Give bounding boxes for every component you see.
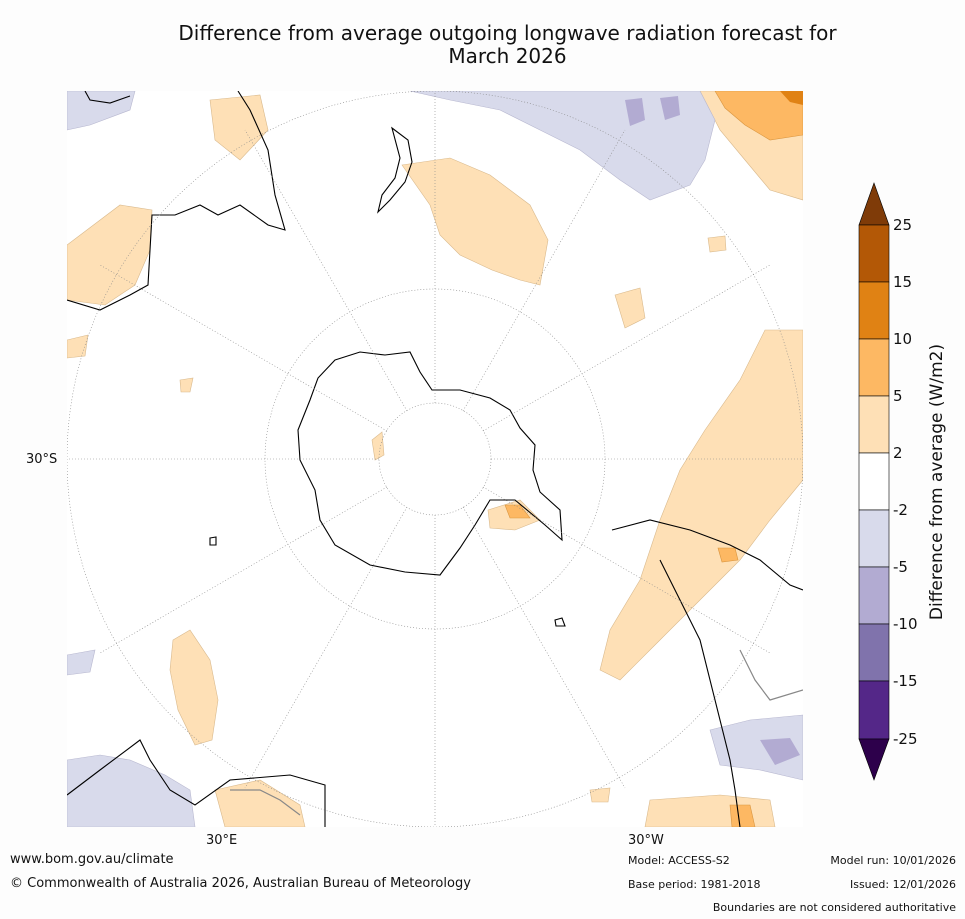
anomaly-region-sw-indian bbox=[67, 649, 96, 676]
graticule-meridians bbox=[67, 91, 803, 827]
colorbar-tick-minus5: -5 bbox=[893, 558, 908, 576]
anomaly-region-south-america-strong bbox=[717, 547, 739, 563]
coastlines bbox=[67, 91, 803, 827]
anomaly-region-north-pacific-strong bbox=[714, 91, 803, 141]
anomaly-region-south-africa bbox=[214, 779, 306, 827]
anomaly-region-small-5 bbox=[589, 787, 611, 803]
coastline-australia bbox=[67, 91, 286, 311]
title-line-1: Difference from average outgoing longwav… bbox=[178, 21, 837, 45]
moderate-negative-anomaly-regions bbox=[625, 96, 800, 765]
coastline-kerguelen bbox=[209, 536, 217, 546]
colorbar-tick-5: 5 bbox=[893, 387, 903, 405]
anomaly-region-small-1 bbox=[614, 287, 646, 329]
strong-positive-anomaly-regions bbox=[504, 91, 803, 827]
footer-copyright: © Commonwealth of Australia 2026, Austra… bbox=[10, 876, 471, 891]
anomaly-region-tasman bbox=[401, 157, 549, 286]
footer-model: Model: ACCESS-S2 bbox=[628, 854, 730, 867]
footer-issued: Issued: 12/01/2026 bbox=[849, 878, 956, 891]
anomaly-region-antarctic-strong bbox=[504, 504, 531, 519]
anomaly-region-northern-australia bbox=[209, 94, 269, 161]
colorbar-tick-minus2: -2 bbox=[893, 501, 908, 519]
lon-label-30w: 30°W bbox=[628, 833, 664, 848]
coastline-south-georgia bbox=[554, 617, 566, 627]
colorbar-tick-15: 15 bbox=[893, 273, 913, 291]
anomaly-region-indian-ocean-south bbox=[67, 754, 196, 827]
anomaly-region-pacific-patch-2 bbox=[660, 96, 680, 120]
lat-label-30s: 30°S bbox=[26, 452, 58, 467]
colorbar-tick-minus15: -15 bbox=[893, 672, 918, 690]
anomaly-region-kerguelen bbox=[371, 431, 385, 461]
coastline-south-america bbox=[611, 519, 803, 591]
footer-base-period: Base period: 1981-2018 bbox=[628, 878, 761, 891]
colorbar-tick-minus25: -25 bbox=[893, 730, 918, 748]
colorbar-label: Difference from average (W/m2) bbox=[927, 343, 947, 621]
anomaly-region-southern-ocean-east bbox=[169, 629, 219, 746]
footer-model-run: Model run: 10/01/2026 bbox=[830, 854, 956, 867]
anomaly-region-se-pacific bbox=[599, 329, 803, 681]
anomaly-region-south-atlantic-strong bbox=[729, 804, 756, 827]
colorbar-tick-minus10: -10 bbox=[893, 615, 918, 633]
anomaly-region-nw-australia bbox=[67, 204, 153, 306]
footer-boundaries: Boundaries are not considered authoritat… bbox=[712, 901, 956, 914]
anomaly-region-atlantic-south bbox=[709, 714, 803, 781]
lon-label-30e: 30°E bbox=[206, 833, 238, 848]
colorbar-tick-2: 2 bbox=[893, 444, 903, 462]
coastline-south-america-west bbox=[659, 559, 741, 827]
boundary-south-america bbox=[739, 649, 803, 701]
anomaly-region-north-pacific-peak bbox=[780, 91, 803, 105]
very-strong-positive-anomaly-regions bbox=[780, 91, 803, 105]
graticule bbox=[67, 91, 803, 827]
coastline-new-zealand bbox=[377, 126, 413, 214]
coastline-top-left bbox=[84, 91, 131, 104]
anomaly-region-small-3 bbox=[179, 377, 194, 393]
anomaly-region-pacific-patch-1 bbox=[625, 98, 645, 126]
title-line-2: March 2026 bbox=[448, 44, 567, 68]
coastline-antarctica bbox=[297, 351, 563, 576]
anomaly-region-small-4 bbox=[707, 235, 727, 253]
colorbar-tick-25: 25 bbox=[893, 216, 913, 234]
coastline-africa bbox=[67, 739, 326, 827]
boundary-africa bbox=[230, 789, 301, 816]
anomaly-region-atlantic-patch bbox=[760, 738, 800, 765]
footer-website: www.bom.gov.au/climate bbox=[10, 852, 174, 867]
anomaly-region-south-atlantic bbox=[644, 794, 776, 827]
map-title: Difference from average outgoing longwav… bbox=[60, 22, 955, 68]
country-boundaries bbox=[230, 649, 803, 816]
colorbar-tick-10: 10 bbox=[893, 330, 913, 348]
